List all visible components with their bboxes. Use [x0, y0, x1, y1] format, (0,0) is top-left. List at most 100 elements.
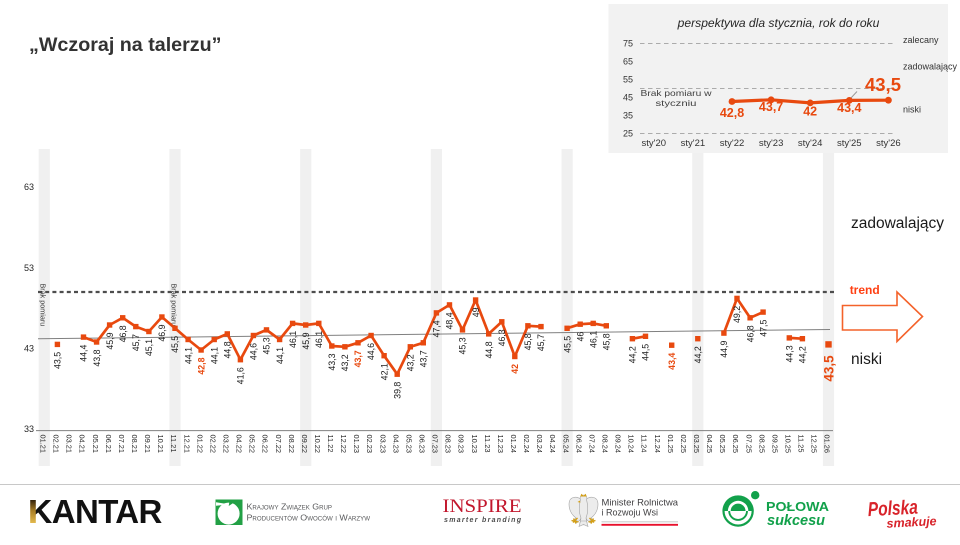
svg-text:42: 42 [803, 105, 817, 119]
svg-text:46,3: 46,3 [497, 329, 507, 346]
svg-text:45,9: 45,9 [105, 332, 115, 349]
svg-text:49,2: 49,2 [732, 306, 742, 323]
svg-text:43,4: 43,4 [667, 353, 677, 370]
svg-text:03.24: 03.24 [535, 435, 544, 454]
svg-text:05.22: 05.22 [248, 435, 257, 454]
svg-text:44,2: 44,2 [798, 346, 808, 363]
svg-text:04.22: 04.22 [235, 435, 244, 454]
svg-text:39,8: 39,8 [392, 382, 402, 399]
svg-text:01.25: 01.25 [666, 435, 675, 454]
svg-text:Brak pomiaru: Brak pomiaru [39, 284, 48, 327]
svg-text:45,7: 45,7 [131, 334, 141, 351]
svg-text:08.23: 08.23 [444, 435, 453, 454]
svg-text:45,5: 45,5 [562, 336, 572, 353]
svg-text:06.22: 06.22 [261, 435, 270, 454]
svg-text:smarter branding: smarter branding [444, 517, 522, 524]
svg-text:Krajowy Związek Grup: Krajowy Związek Grup [247, 501, 333, 511]
svg-text:11.22: 11.22 [326, 435, 335, 453]
svg-text:07.24: 07.24 [587, 435, 596, 454]
svg-text:05.24: 05.24 [561, 435, 570, 454]
svg-text:45,1: 45,1 [144, 339, 154, 356]
svg-text:08.21: 08.21 [130, 435, 139, 454]
svg-text:46,8: 46,8 [745, 325, 755, 342]
svg-text:02.24: 02.24 [522, 435, 531, 454]
svg-text:55: 55 [623, 75, 633, 85]
svg-text:sty'23: sty'23 [759, 138, 784, 149]
svg-text:44,2: 44,2 [628, 346, 638, 363]
svg-text:45,3: 45,3 [458, 337, 468, 354]
svg-text:12.24: 12.24 [653, 435, 662, 454]
svg-text:sty'20: sty'20 [642, 138, 667, 149]
svg-text:45,8: 45,8 [523, 333, 533, 350]
svg-text:12.22: 12.22 [339, 435, 348, 454]
svg-text:zalecany: zalecany [903, 35, 939, 45]
svg-text:47,5: 47,5 [758, 319, 768, 336]
svg-text:42,1: 42,1 [379, 363, 389, 380]
svg-text:sukcesu: sukcesu [767, 513, 825, 529]
svg-text:07.21: 07.21 [117, 435, 126, 454]
svg-text:10.23: 10.23 [470, 435, 479, 454]
svg-text:63: 63 [24, 182, 34, 192]
svg-text:10.21: 10.21 [156, 435, 165, 454]
svg-text:06.24: 06.24 [574, 435, 583, 454]
svg-text:09.23: 09.23 [457, 435, 466, 454]
svg-text:niski: niski [851, 351, 882, 368]
svg-text:65: 65 [623, 57, 633, 67]
svg-text:sty'26: sty'26 [876, 138, 901, 149]
svg-text:Polska: Polska [867, 497, 918, 522]
svg-text:05.25: 05.25 [718, 435, 727, 454]
svg-text:44,8: 44,8 [484, 341, 494, 358]
svg-text:04.24: 04.24 [548, 435, 557, 454]
svg-text:41,6: 41,6 [236, 367, 246, 384]
svg-text:43,7: 43,7 [353, 350, 363, 367]
svg-text:08.24: 08.24 [601, 435, 610, 454]
svg-text:12.23: 12.23 [496, 435, 505, 454]
svg-text:10.25: 10.25 [784, 435, 793, 454]
svg-text:07.22: 07.22 [274, 435, 283, 454]
svg-text:01.24: 01.24 [509, 435, 518, 454]
svg-text:35: 35 [623, 111, 633, 121]
svg-text:KANTAR: KANTAR [29, 493, 163, 530]
svg-text:sty'25: sty'25 [837, 138, 862, 149]
svg-text:08.22: 08.22 [287, 435, 296, 454]
svg-text:45,8: 45,8 [602, 333, 612, 350]
svg-text:03.21: 03.21 [65, 435, 74, 454]
svg-text:44,4: 44,4 [79, 344, 89, 361]
svg-text:smakuje: smakuje [886, 514, 937, 531]
svg-text:44,2: 44,2 [693, 346, 703, 363]
svg-text:01.22: 01.22 [195, 435, 204, 454]
svg-text:46,1: 46,1 [588, 331, 598, 348]
svg-text:POŁOWA: POŁOWA [766, 500, 829, 514]
svg-text:niski: niski [903, 105, 921, 115]
svg-text:09.24: 09.24 [614, 435, 623, 454]
svg-text:03.25: 03.25 [692, 435, 701, 454]
svg-text:04.21: 04.21 [78, 435, 87, 454]
svg-text:43,2: 43,2 [340, 354, 350, 371]
svg-text:45,3: 45,3 [262, 337, 272, 354]
svg-text:03.22: 03.22 [222, 435, 231, 454]
svg-text:43,5: 43,5 [53, 352, 63, 369]
svg-text:44,6: 44,6 [249, 343, 259, 360]
svg-text:43,8: 43,8 [92, 349, 102, 366]
svg-text:43,5: 43,5 [865, 74, 901, 95]
svg-text:02.23: 02.23 [365, 435, 374, 454]
svg-text:45,7: 45,7 [536, 334, 546, 351]
svg-text:02.22: 02.22 [208, 435, 217, 454]
svg-text:11.21: 11.21 [169, 435, 178, 453]
svg-text:46,1: 46,1 [288, 331, 298, 348]
svg-text:42: 42 [510, 364, 520, 374]
svg-text:04.25: 04.25 [705, 435, 714, 454]
svg-text:10.22: 10.22 [313, 435, 322, 454]
svg-text:„Wczoraj na talerzu”: „Wczoraj na talerzu” [29, 34, 222, 56]
svg-text:06.25: 06.25 [731, 435, 740, 454]
svg-text:09.22: 09.22 [300, 435, 309, 454]
svg-text:styczniu: styczniu [656, 98, 697, 108]
svg-text:44,1: 44,1 [183, 347, 193, 364]
svg-text:43,5: 43,5 [822, 355, 837, 382]
svg-text:09.21: 09.21 [143, 435, 152, 454]
svg-text:Producentów Owoców i Warzyw: Producentów Owoców i Warzyw [247, 513, 371, 523]
svg-text:75: 75 [623, 39, 633, 49]
svg-text:Brak pomiaru w: Brak pomiaru w [641, 88, 713, 98]
svg-text:43,3: 43,3 [327, 353, 337, 370]
svg-text:44,5: 44,5 [641, 344, 651, 361]
